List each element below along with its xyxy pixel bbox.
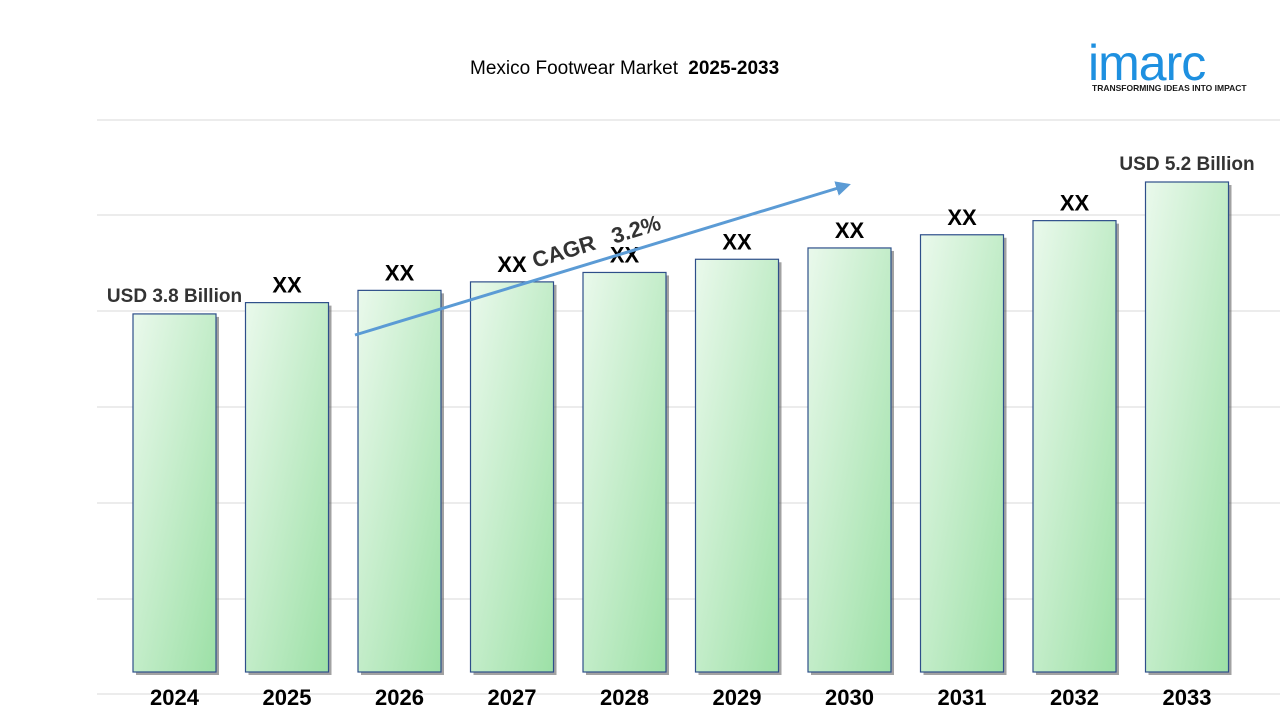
bar-2028 (582, 271, 667, 673)
bar-2029 (694, 258, 780, 673)
chart-title: Mexico Footwear Market 2025-2033 (470, 58, 779, 79)
tick-label-2028: 2028 (600, 685, 649, 710)
logo-wordmark: imarc (1088, 35, 1205, 91)
data-label-2031: XX (947, 205, 977, 230)
data-label-2024: USD 3.8 Billion (107, 286, 242, 307)
bar-2026 (357, 289, 442, 673)
tick-label-2029: 2029 (713, 685, 762, 710)
bar-2031 (919, 234, 1005, 673)
tick-label-2031: 2031 (938, 685, 987, 710)
cagr-label: CAGR 3.2% (529, 210, 664, 273)
cagr-text: CAGR (529, 230, 598, 273)
tick-label-2032: 2032 (1050, 685, 1099, 710)
bar-2030 (807, 247, 892, 673)
bar-2024 (132, 313, 217, 673)
data-label-2026: XX (385, 260, 415, 285)
tick-label-2024: 2024 (150, 685, 200, 710)
cagr-arrow (354, 181, 851, 337)
tick-label-2027: 2027 (488, 685, 537, 710)
data-label-2032: XX (1060, 191, 1090, 216)
data-label-2025: XX (272, 273, 302, 298)
x-axis-tick-labels: 2024 2025 2026 2027 2028 2029 2030 2031 2032 2033 (150, 685, 1211, 710)
bar-2033 (1144, 181, 1230, 673)
logo-tagline: TRANSFORMING IDEAS INTO IMPACT (1092, 83, 1247, 93)
chart-title-years: 2025-2033 (688, 58, 779, 79)
data-label-2027: XX (497, 252, 527, 277)
imarc-logo: imarc TRANSFORMING IDEAS INTO IMPACT (1088, 35, 1247, 93)
data-label-2030: XX (835, 218, 865, 243)
bars (132, 181, 1232, 675)
bar-2032 (1032, 220, 1117, 673)
data-label-2029: XX (722, 229, 752, 254)
bar-2025 (244, 302, 330, 673)
chart-title-main: Mexico Footwear Market (470, 58, 679, 79)
bar-2027 (469, 281, 555, 673)
tick-label-2033: 2033 (1163, 685, 1212, 710)
data-label-2033: USD 5.2 Billion (1119, 154, 1254, 175)
tick-label-2025: 2025 (263, 685, 312, 710)
tick-label-2026: 2026 (375, 685, 424, 710)
tick-label-2030: 2030 (825, 685, 874, 710)
